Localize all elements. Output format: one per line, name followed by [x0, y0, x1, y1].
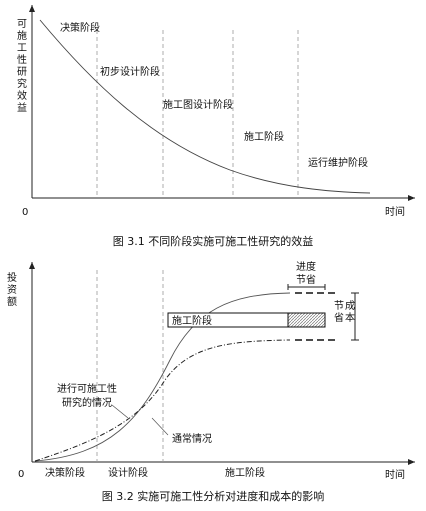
stage-label: 初步设计阶段 [100, 65, 160, 78]
y-label: 可施工性研究效益 [15, 18, 27, 114]
study-curve [34, 339, 291, 462]
leader [111, 404, 129, 419]
normal-curve [34, 292, 291, 462]
annotation: 进行可施工性 [57, 382, 117, 395]
stage-label: 设计阶段 [108, 466, 148, 479]
stage-label: 运行维护阶段 [308, 156, 368, 169]
stage-label: 决策阶段 [60, 21, 100, 34]
annotation: 研究的情况 [62, 396, 112, 409]
caption: 图 3.2 实施可施工性分析对进度和成本的影响 [102, 489, 325, 503]
leader [151, 417, 169, 436]
origin: 0 [18, 469, 24, 480]
caption: 图 3.1 不同阶段实施可施工性研究的效益 [113, 234, 314, 248]
x-label: 时间 [385, 468, 405, 481]
stage-label: 决策阶段 [45, 466, 85, 479]
annotation: 节省 [296, 273, 316, 286]
annotation: 进度 [296, 260, 316, 273]
annotation: 节省 [332, 300, 344, 324]
bar-label: 施工阶段 [172, 314, 212, 327]
annotation: 成本 [343, 300, 355, 324]
figure-2: 投资额 0 时间 决策阶段 设计阶段 施工阶段 施工阶段 进度 节省 成本 节省… [5, 260, 415, 503]
stage-label: 施工阶段 [244, 130, 284, 143]
stage-label: 施工图设计阶段 [163, 98, 233, 111]
stage-label: 施工阶段 [225, 466, 265, 479]
origin: 0 [22, 207, 28, 218]
x-label: 时间 [385, 205, 405, 218]
y-label: 投资额 [5, 271, 17, 308]
saved-bar [287, 312, 326, 328]
figure-1: 可施工性研究效益 0 时间 决策阶段 初步设计阶段 施工图设计阶段 施工阶段 运… [15, 5, 415, 248]
benefit-curve [39, 19, 371, 194]
annotation: 通常情况 [172, 432, 212, 445]
